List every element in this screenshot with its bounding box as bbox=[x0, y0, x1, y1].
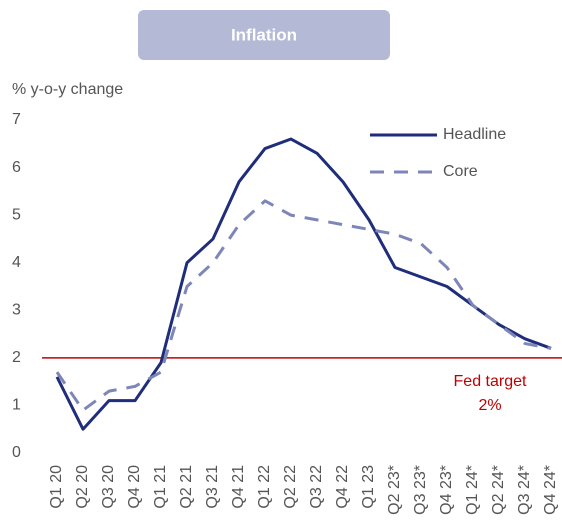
y-tick-label: 0 bbox=[12, 444, 21, 461]
y-tick-label: 6 bbox=[12, 159, 21, 176]
x-tick-label: Q1 21 bbox=[152, 465, 169, 509]
x-tick-label: Q1 24* bbox=[464, 465, 481, 515]
legend-label: Core bbox=[443, 163, 478, 180]
x-tick-label: Q4 21 bbox=[230, 465, 247, 509]
y-tick-label: 7 bbox=[12, 111, 21, 128]
x-tick-label: Q2 23* bbox=[386, 465, 403, 515]
reference-label: Fed target bbox=[454, 373, 527, 390]
y-tick-label: 1 bbox=[12, 397, 21, 414]
x-tick-label: Q1 20 bbox=[48, 465, 65, 509]
y-axis-label: % y-o-y change bbox=[12, 81, 123, 98]
x-tick-label: Q3 21 bbox=[204, 465, 221, 509]
x-tick-label: Q1 22 bbox=[256, 465, 273, 509]
x-tick-label: Q2 21 bbox=[178, 465, 195, 509]
x-tick-label: Q4 23* bbox=[438, 465, 455, 515]
x-tick-label: Q4 22 bbox=[334, 465, 351, 509]
title-box bbox=[138, 10, 390, 60]
chart-title: Inflation bbox=[231, 25, 297, 44]
y-tick-label: 5 bbox=[12, 206, 21, 223]
y-tick-label: 3 bbox=[12, 302, 21, 319]
x-tick-label: Q2 22 bbox=[282, 465, 299, 509]
reference-label: 2% bbox=[478, 397, 501, 414]
series-line bbox=[55, 199, 552, 412]
series-line bbox=[55, 137, 552, 431]
x-tick-label: Q2 24* bbox=[490, 465, 507, 515]
y-tick-label: 4 bbox=[12, 254, 21, 271]
x-tick-label: Q4 20 bbox=[126, 465, 143, 509]
x-tick-label: Q1 23 bbox=[360, 465, 377, 509]
x-tick-label: Q3 24* bbox=[516, 465, 533, 515]
x-tick-label: Q2 20 bbox=[74, 465, 91, 509]
x-tick-label: Q4 24* bbox=[542, 465, 559, 515]
y-tick-label: 2 bbox=[12, 349, 21, 366]
x-tick-label: Q3 20 bbox=[100, 465, 117, 509]
x-tick-label: Q3 23* bbox=[412, 465, 429, 515]
x-tick-label: Q3 22 bbox=[308, 465, 325, 509]
legend-label: Headline bbox=[443, 126, 506, 143]
